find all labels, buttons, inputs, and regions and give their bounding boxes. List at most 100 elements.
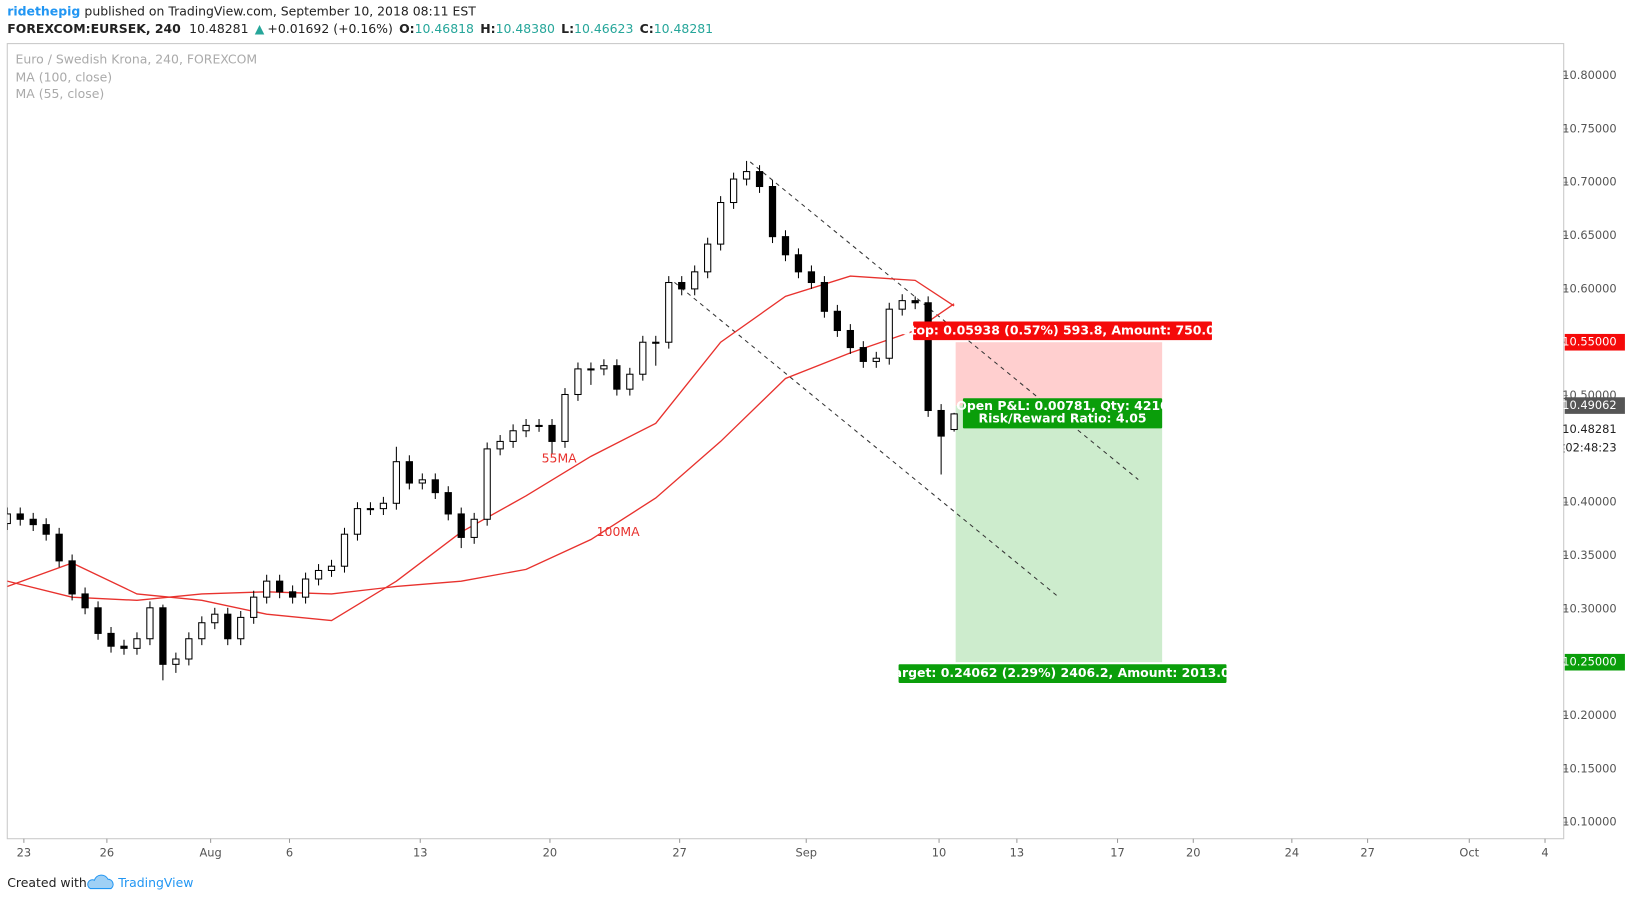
pnl-label: Risk/Reward Ratio: 4.05 [979,411,1147,426]
price: 10.48281 [189,21,248,36]
x-tick-label: 23 [17,846,32,860]
legend-entry: MA (100, close) [16,69,113,84]
candle-body [340,533,349,567]
y-tick-label: 10.65000 [1562,228,1616,242]
chart-title: Euro / Swedish Krona, 240, FOREXCOM [16,52,258,67]
ohlc-label: H: [480,21,495,36]
candle-body [924,302,932,412]
candle-body [68,560,76,595]
ohlc-label: O: [399,21,415,36]
x-tick-label: 10 [932,846,947,860]
brand[interactable]: TradingView [117,875,193,890]
candle-body [950,413,958,431]
candle-body [250,596,258,618]
y-tick-label: 10.35000 [1562,548,1616,562]
candle-body [846,329,854,349]
candle-body [755,171,764,188]
candle-body [55,533,63,562]
brand-logo [87,874,114,890]
y-tick-label: 10.75000 [1562,121,1616,135]
candle-body [820,281,829,312]
candle-body [535,424,543,427]
candle-body [366,508,375,511]
target-badge: 10.25000 [1562,655,1616,669]
candle-body [898,300,906,310]
y-tick-label: 10.20000 [1562,708,1616,722]
candle-body [626,373,634,390]
line-label: 55MA [542,450,578,465]
candle-body [742,171,751,180]
author[interactable]: ridethepig [7,3,80,18]
candle-body [639,341,647,375]
plot-frame [6,43,1565,840]
x-tick-label: 27 [1360,846,1375,860]
candle-body [81,593,89,609]
x-tick-label: 20 [1186,846,1201,860]
legend-entry: MA (55, close) [16,86,105,101]
x-tick-label: 20 [543,846,558,860]
candle-body [288,591,297,598]
x-tick-label: 13 [413,846,428,860]
candle-body [444,492,452,515]
candle-body [16,513,24,520]
candle-body [7,513,11,525]
x-tick-label: 26 [100,846,115,860]
y-tick-label: 10.70000 [1562,175,1616,189]
candle-body [574,368,582,396]
ohlc-value: 10.48281 [654,21,713,36]
candle-body [652,341,660,344]
plot-marks [7,160,1139,681]
stop-badge: 10.55000 [1562,335,1616,349]
x-tick-label: 4 [1541,846,1548,860]
candle-body [159,607,167,665]
candle-body [133,638,141,649]
candle-body [729,178,738,204]
header-line-2: FOREXCOM:EURSEK, 240 10.48281 ▲ +0.01692 (+… [7,21,713,36]
stop-badge-box [1564,333,1625,351]
target-label: Target: 0.24062 (2.29%) 2406.2, Amount: … [887,665,1239,680]
candle-body [470,518,478,538]
position-zones [955,342,1163,663]
x-tick-label: 17 [1110,846,1125,860]
candle-body [29,518,37,526]
y-tick-label: 10.10000 [1562,815,1616,829]
target-zone [955,405,1163,663]
candle-body [405,461,413,484]
x-tick-label: Aug [199,846,221,860]
target-label-box [898,664,1227,683]
candle-body [42,524,50,535]
x-tick-label: 24 [1285,846,1300,860]
ohlc-label: C: [640,21,654,36]
candle-body [768,185,777,238]
candle-body [613,365,621,390]
stop-label-box [913,321,1212,341]
stop-zone [955,342,1163,406]
target-badge-box [1564,653,1625,671]
candle-body [237,616,245,640]
candle-body [431,479,439,494]
candle-body [94,607,102,634]
candle-body [781,236,790,256]
candle-body [107,632,115,647]
change: +0.01692 (+0.16%) [267,21,392,36]
header-line-1: ridethepig published on TradingView.com, … [7,3,476,18]
ohlc-label: L: [561,21,574,36]
candle-body [561,393,569,442]
candle-body [198,622,206,640]
line-label: 100MA [597,524,640,539]
candle-body [301,578,310,598]
candle-body [522,424,530,432]
y-tick-label: 10.80000 [1562,68,1616,82]
x-tick-label: 6 [286,846,293,860]
candle-body [859,347,867,362]
candle-body [263,580,271,598]
candle-body [418,479,426,484]
candle-body [457,513,465,538]
x-tick-label: 27 [672,846,687,860]
candle-body [314,569,323,580]
candle-body [587,368,595,371]
candle-body [600,365,608,370]
